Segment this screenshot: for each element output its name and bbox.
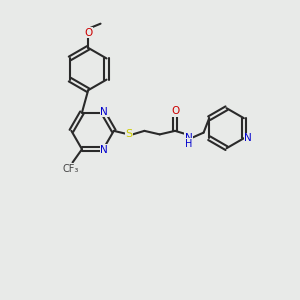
Text: S: S (125, 129, 133, 140)
Text: N: N (185, 133, 193, 143)
Text: O: O (171, 106, 179, 116)
Text: N: N (100, 145, 108, 155)
Text: H: H (185, 139, 193, 148)
Text: CF₃: CF₃ (63, 164, 79, 174)
Text: N: N (100, 107, 108, 117)
Text: N: N (244, 133, 252, 143)
Text: O: O (84, 28, 92, 38)
